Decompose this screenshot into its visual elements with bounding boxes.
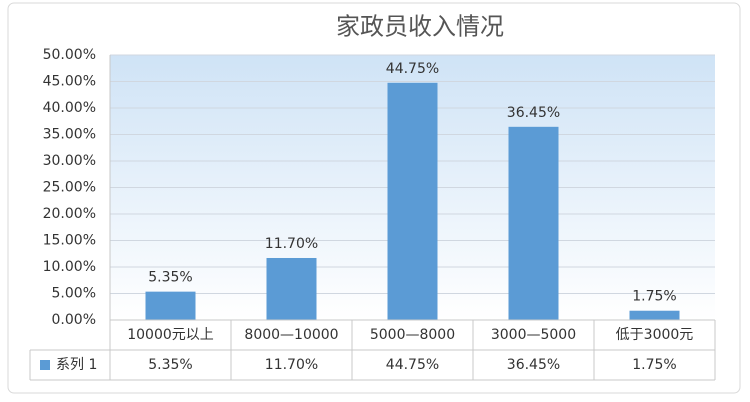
y-tick-label: 45.00%	[43, 74, 96, 90]
y-tick-label: 20.00%	[43, 206, 96, 222]
y-tick-label: 35.00%	[43, 127, 96, 143]
data-label: 11.70%	[265, 236, 318, 252]
bar	[508, 126, 559, 320]
bar	[145, 291, 196, 320]
table-value: 1.75%	[632, 357, 676, 373]
x-tick-label: 低于3000元	[616, 327, 694, 343]
y-tick-label: 0.00%	[52, 312, 96, 328]
data-label: 5.35%	[148, 270, 192, 286]
y-tick-label: 50.00%	[43, 47, 96, 63]
table-value: 11.70%	[265, 357, 318, 373]
bar	[387, 82, 438, 320]
y-tick-label: 40.00%	[43, 100, 96, 116]
x-tick-label: 3000—5000	[491, 327, 576, 343]
y-tick-label: 5.00%	[52, 286, 96, 302]
x-tick-label: 8000—10000	[244, 327, 338, 343]
legend-key	[40, 360, 50, 370]
bar	[266, 257, 317, 320]
y-tick-label: 10.00%	[43, 259, 96, 275]
data-label: 1.75%	[632, 289, 676, 305]
legend-label: 系列 1	[56, 357, 97, 373]
data-label: 44.75%	[386, 61, 439, 77]
y-tick-label: 25.00%	[43, 180, 96, 196]
table-value: 5.35%	[148, 357, 192, 373]
x-tick-label: 5000—8000	[370, 327, 455, 343]
y-tick-label: 30.00%	[43, 153, 96, 169]
x-tick-label: 10000元以上	[127, 327, 214, 343]
table-value: 44.75%	[386, 357, 439, 373]
chart-title: 家政员收入情况	[336, 13, 504, 41]
y-tick-label: 15.00%	[43, 233, 96, 249]
bar	[629, 310, 680, 320]
data-label: 36.45%	[507, 105, 560, 121]
table-value: 36.45%	[507, 357, 560, 373]
